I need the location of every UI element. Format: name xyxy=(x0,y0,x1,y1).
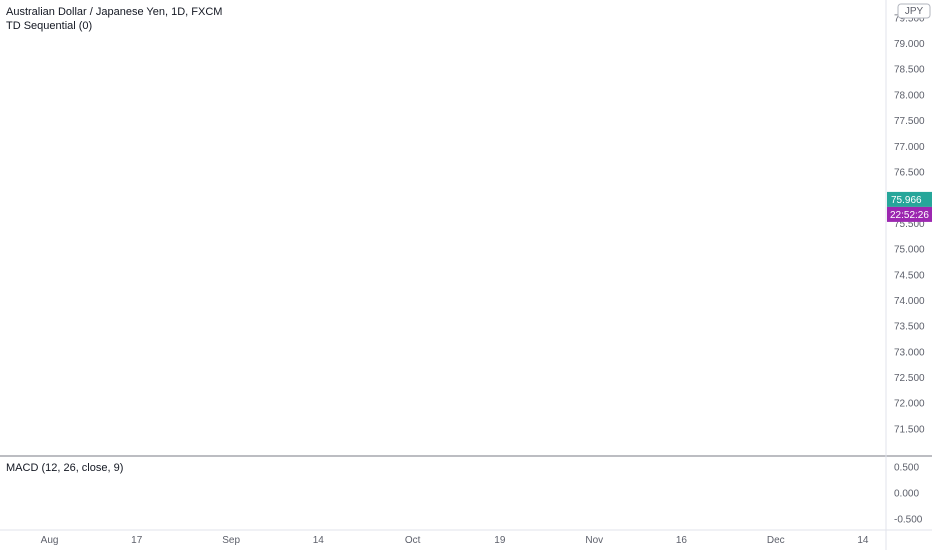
time-tick-label: 14 xyxy=(857,535,869,546)
macd-title: MACD (12, 26, close, 9) xyxy=(6,462,124,474)
time-tick-label: 19 xyxy=(494,535,506,546)
time-tick-label: Dec xyxy=(767,535,785,546)
price-tick-label: 79.000 xyxy=(894,39,925,50)
time-tick-label: Nov xyxy=(585,535,603,546)
currency-badge-label: JPY xyxy=(905,6,924,17)
price-tick-label: 78.500 xyxy=(894,65,925,76)
price-tick-label: 78.000 xyxy=(894,90,925,101)
price-tick-label: 76.500 xyxy=(894,167,925,178)
currency-badge[interactable] xyxy=(897,3,931,19)
macd-tick-label: 0.000 xyxy=(894,489,919,500)
macd-tick-label: 0.500 xyxy=(894,462,919,473)
price-tick-label: 72.500 xyxy=(894,373,925,384)
price-tick-label: 72.000 xyxy=(894,399,925,410)
time-tick-label: Oct xyxy=(405,535,421,546)
symbol-title: Australian Dollar / Japanese Yen, 1D, FX… xyxy=(6,6,223,18)
time-tick-label: Sep xyxy=(222,535,240,546)
current-price-label: 75.966 xyxy=(891,195,922,206)
price-tick-label: 74.000 xyxy=(894,296,925,307)
time-tick-label: 17 xyxy=(131,535,143,546)
current-price-tag xyxy=(887,191,932,207)
countdown-label: 22:52:26 xyxy=(890,210,929,221)
price-tick-label: 77.000 xyxy=(894,142,925,153)
price-tick-label: 73.000 xyxy=(894,347,925,358)
countdown-tag xyxy=(887,206,932,222)
macd-tick-label: -0.500 xyxy=(894,515,923,526)
time-tick-label: 14 xyxy=(313,535,325,546)
price-tick-label: 77.500 xyxy=(894,116,925,127)
time-tick-label: Aug xyxy=(41,535,59,546)
time-tick-label: 16 xyxy=(676,535,688,546)
price-tick-label: 75.000 xyxy=(894,245,925,256)
price-tick-label: 75.500 xyxy=(894,219,925,230)
price-tick-label: 71.500 xyxy=(894,424,925,435)
indicator-title: TD Sequential (0) xyxy=(6,20,93,32)
price-tick-label: 79.500 xyxy=(894,13,925,24)
price-tick-label: 74.500 xyxy=(894,270,925,281)
price-tick-label: 73.500 xyxy=(894,322,925,333)
